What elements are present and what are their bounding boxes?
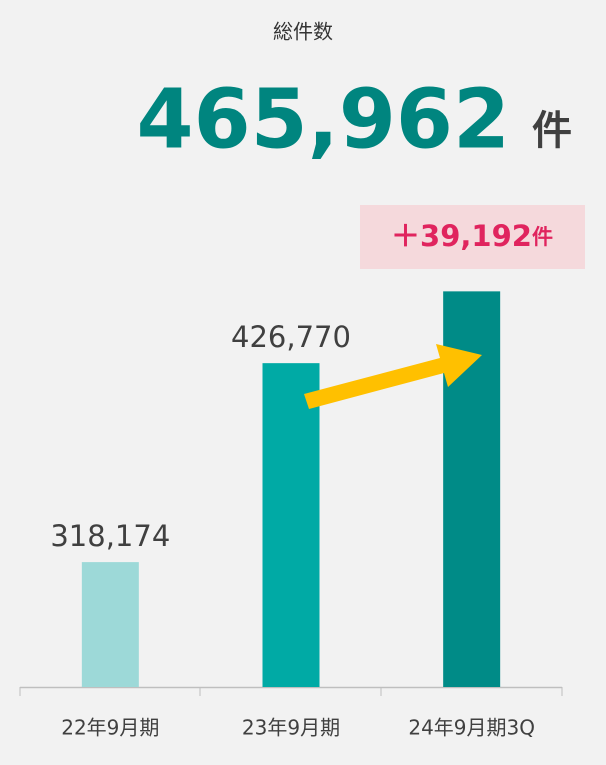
chart-title: 総件数 [273, 20, 333, 44]
annotation-unit: 件 [532, 225, 553, 249]
annotation-box [360, 205, 585, 269]
headline-unit: 件 [532, 108, 572, 154]
bar [81, 562, 139, 687]
data-label: 318,174 [50, 519, 170, 553]
x-tick-label: 22年9月期 [61, 716, 159, 740]
bar [262, 363, 320, 687]
annotation-text: ＋39,192 [391, 219, 532, 253]
x-tick-label: 24年9月期3Q [408, 716, 535, 740]
x-tick-label: 23年9月期 [242, 716, 340, 740]
annotation: ＋39,192件 [391, 219, 553, 253]
growth-arrow [304, 344, 482, 409]
data-label: 426,770 [231, 320, 351, 354]
headline-value: 465,962 [137, 72, 510, 167]
